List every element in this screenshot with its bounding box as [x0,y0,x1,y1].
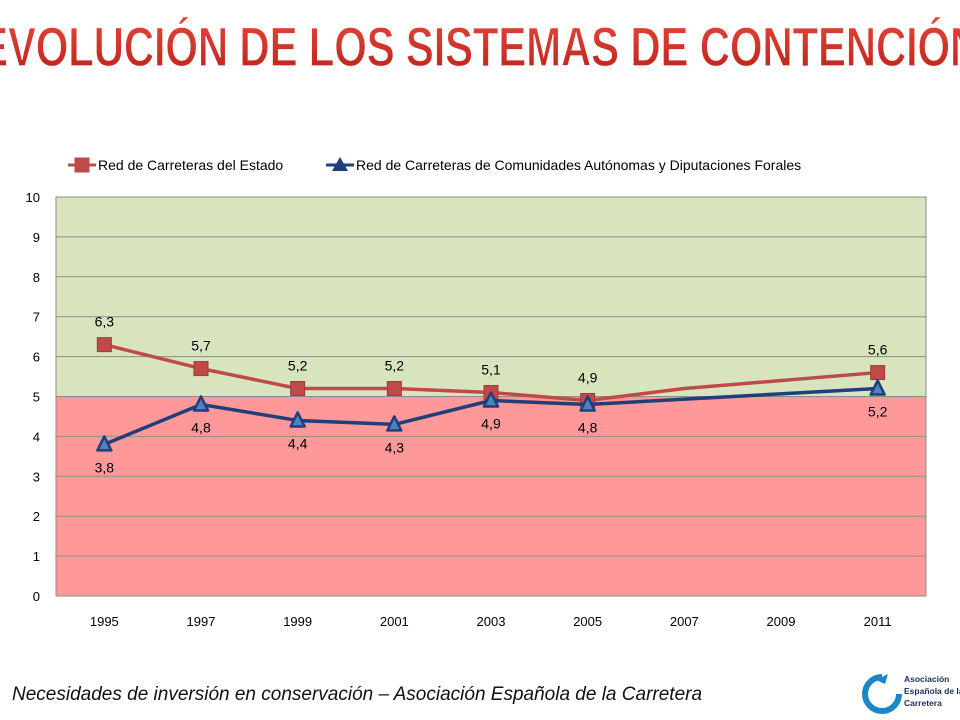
y-tick-label: 8 [33,270,40,285]
y-tick-label: 3 [33,469,40,484]
data-label: 4,9 [578,369,598,385]
x-tick-label: 2007 [670,614,699,629]
data-label: 4,8 [191,419,211,435]
slide-title: EVOLUCIÓN DE LOS SISTEMAS DE CONTENCIÓN [0,4,960,84]
x-tick-label: 2009 [767,614,796,629]
series-line [103,342,878,403]
data-point-square [193,361,209,377]
plot-area-border [55,196,927,597]
line-chart: 0 1 2 3 4 5 6 7 8 9 10 1995 1997 1999 2001 2003 2005 2007… [26,157,927,629]
data-point-triangle [192,395,210,412]
data-point-triangle [579,395,596,412]
data-label: 6,3 [95,314,115,330]
x-tick-label: 2001 [380,614,409,629]
data-point-square [290,381,306,397]
data-label: 5,2 [385,358,405,374]
x-tick-label: 1995 [90,614,119,629]
aec-logo: Asociación Española de la Carretera [858,668,960,720]
legend-marker-square [74,157,90,173]
data-label: 5,2 [288,358,308,374]
y-tick-label: 10 [26,190,40,205]
y-tick-label: 6 [33,350,40,365]
y-tick-label: 5 [33,390,40,405]
logo-text-line-1: Asociación [904,674,949,684]
x-tick-label: 2011 [864,614,892,629]
data-label: 4,4 [288,435,308,451]
data-point-triangle [386,415,403,432]
data-label: 5,2 [868,404,888,420]
legend-label: Red de Carreteras de Comunidades Autónom… [356,157,801,173]
x-tick-label: 2005 [573,614,602,629]
footer-caption: Necesidades de inversión en conservación… [12,684,703,705]
data-point-triangle [869,379,886,396]
y-tick-label: 7 [33,310,40,325]
x-tick-label: 1997 [187,614,216,629]
data-label: 4,3 [385,439,405,455]
data-point-triangle [482,391,500,408]
logo-text-line-3: Carretera [904,698,942,708]
zone-below-threshold [56,396,926,596]
y-tick-label: 1 [33,549,40,564]
legend-marker-triangle [332,157,348,171]
y-tick-label: 9 [33,230,40,245]
y-tick-label: 2 [33,509,40,524]
legend-label: Red de Carreteras del Estado [98,157,283,173]
x-tick-label: 2003 [477,614,506,629]
y-tick-label: 4 [33,429,40,444]
data-label: 5,6 [868,342,888,358]
y-tick-label: 0 [33,589,40,604]
logo-text-line-2: Española de la [904,686,960,696]
slide-title-text: EVOLUCIÓN DE LOS SISTEMAS DE CONTENCIÓN [0,15,960,78]
data-label: 5,1 [481,362,501,378]
data-label: 4,8 [578,419,598,435]
data-label: 3,8 [95,459,115,475]
data-label: 4,9 [481,415,501,431]
data-label: 5,7 [191,338,211,354]
data-point-square [96,337,112,353]
data-point-square [870,365,886,381]
data-point-square [386,381,402,397]
data-point-triangle [289,411,306,428]
data-point-triangle [96,435,113,452]
x-tick-label: 1999 [283,614,312,629]
